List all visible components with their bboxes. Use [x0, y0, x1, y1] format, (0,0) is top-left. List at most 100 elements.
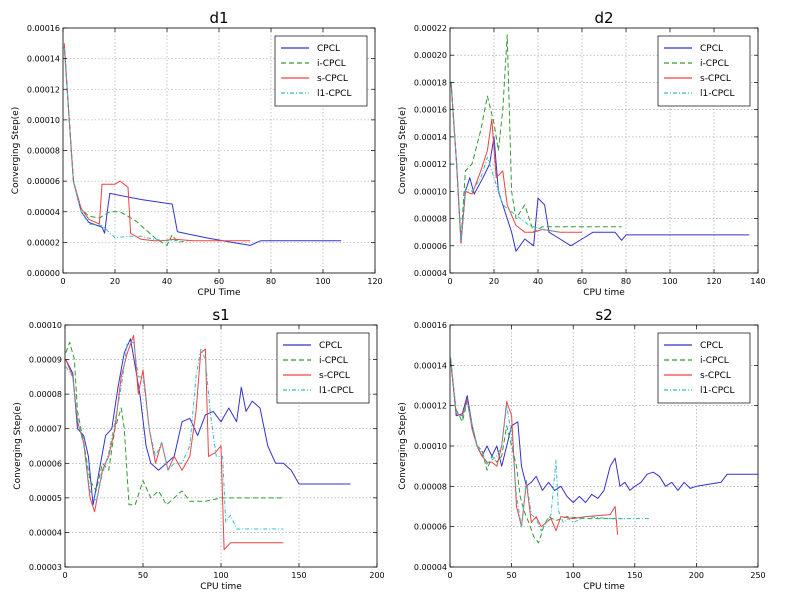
- legend-label-CPCL: CPCL: [700, 44, 723, 54]
- plot-frame: [449, 27, 759, 274]
- x-tick-label: 60: [577, 277, 587, 286]
- y-tick-label: 0.00007: [29, 425, 62, 434]
- legend-label-l1-CPCL: l1-CPCL: [317, 89, 351, 99]
- x-tick-label: 40: [162, 277, 172, 286]
- x-tick-label: 150: [627, 571, 642, 580]
- y-tick-label: 0.00000: [27, 269, 60, 278]
- x-tick-label: 40: [533, 277, 543, 286]
- x-tick-label: 100: [315, 277, 330, 286]
- series-line-l1-CPCL: [65, 341, 284, 530]
- y-axis-label: Converging Step(e): [398, 402, 408, 489]
- chart-s1: 0 50 100 150 200 0.00003 0.00004 0.00005 0.00006…: [13, 306, 385, 592]
- legend-label-i-CPCL: i-CPCL: [700, 59, 729, 69]
- y-tick-label: 0.00012: [414, 402, 447, 411]
- legend-label-i-CPCL: i-CPCL: [317, 59, 346, 69]
- legend-label-s-CPCL: s-CPCL: [700, 371, 731, 381]
- x-tick-label: 120: [367, 277, 382, 286]
- y-tick-label: 0.00004: [27, 208, 60, 217]
- x-tick-label: 140: [750, 277, 765, 286]
- x-tick-label: 60: [214, 277, 224, 286]
- x-tick-label: 50: [507, 571, 517, 580]
- x-tick-label: 0: [62, 571, 67, 580]
- x-tick-label: 0: [447, 277, 452, 286]
- y-tick-label: 0.00005: [29, 494, 62, 503]
- y-tick-label: 0.00016: [27, 24, 60, 33]
- x-tick-label: 0: [447, 571, 452, 580]
- x-tick-label: 200: [369, 571, 384, 580]
- x-tick-label: 100: [662, 277, 677, 286]
- legend-label-l1-CPCL: l1-CPCL: [700, 386, 734, 396]
- y-tick-label: 0.00014: [27, 55, 60, 64]
- y-tick-label: 0.00006: [27, 177, 60, 186]
- y-tick-label: 0.00010: [414, 187, 447, 196]
- x-tick-label: 150: [291, 571, 306, 580]
- x-tick-label: 20: [489, 277, 499, 286]
- legend-label-s-CPCL: s-CPCL: [700, 74, 731, 84]
- y-tick-label: 0.00006: [29, 459, 62, 468]
- y-tick-label: 0.00016: [414, 106, 447, 115]
- y-tick-label: 0.00006: [414, 242, 447, 251]
- chart-title: d1: [209, 9, 228, 27]
- y-tick-label: 0.00004: [29, 528, 62, 537]
- chart-title: s2: [595, 306, 612, 324]
- y-tick-label: 0.00010: [27, 116, 60, 125]
- x-tick-label: 20: [110, 277, 120, 286]
- y-tick-label: 0.00020: [414, 51, 447, 60]
- legend-label-i-CPCL: i-CPCL: [700, 356, 729, 366]
- legend: CPCL i-CPCL s-CPCL l1-CPCL: [276, 332, 370, 404]
- x-tick-label: 250: [750, 571, 765, 580]
- y-tick-label: 0.00010: [29, 321, 62, 330]
- y-tick-label: 0.00004: [414, 269, 447, 278]
- y-tick-label: 0.00018: [414, 78, 447, 87]
- y-axis-label: Converging Step(e): [11, 107, 21, 194]
- x-tick-label: 50: [138, 571, 148, 580]
- y-tick-label: 0.00008: [414, 482, 447, 491]
- y-tick-label: 0.00008: [29, 390, 62, 399]
- series-line-l1-CPCL: [450, 82, 561, 241]
- legend: CPCL i-CPCL s-CPCL l1-CPCL: [657, 332, 751, 404]
- legend: CPCL i-CPCL s-CPCL l1-CPCL: [657, 35, 751, 107]
- x-tick-label: 100: [213, 571, 228, 580]
- y-tick-label: 0.00014: [414, 361, 447, 370]
- chart-title: d2: [594, 9, 613, 27]
- x-tick-label: 80: [266, 277, 276, 286]
- x-tick-label: 120: [706, 277, 721, 286]
- x-tick-label: 80: [621, 277, 631, 286]
- legend-label-s-CPCL: s-CPCL: [319, 371, 350, 381]
- y-tick-label: 0.00002: [27, 238, 60, 247]
- x-tick-label: 100: [566, 571, 581, 580]
- legend-label-CPCL: CPCL: [700, 341, 723, 351]
- legend-label-s-CPCL: s-CPCL: [317, 74, 348, 84]
- series-line-l1-CPCL: [450, 357, 650, 532]
- x-tick-label: 0: [60, 277, 65, 286]
- y-tick-label: 0.00014: [414, 133, 447, 142]
- y-tick-label: 0.00004: [414, 563, 447, 572]
- y-tick-label: 0.00008: [414, 215, 447, 224]
- y-tick-label: 0.00008: [27, 147, 60, 156]
- y-tick-label: 0.00012: [27, 85, 60, 94]
- legend-label-l1-CPCL: l1-CPCL: [319, 386, 353, 396]
- chart-d2: 0 20 40 60 80 100 120 140 0.00004 0.00006 0.00008 0…: [398, 9, 766, 298]
- y-tick-label: 0.00006: [414, 523, 447, 532]
- y-tick-label: 0.00010: [414, 442, 447, 451]
- y-tick-label: 0.00012: [414, 160, 447, 169]
- series-line-l1-CPCL: [63, 47, 180, 242]
- x-axis-label: CPU time: [200, 582, 242, 592]
- series-line-i-CPCL: [65, 341, 284, 506]
- y-tick-label: 0.00009: [29, 356, 62, 365]
- chart-title: s1: [212, 306, 229, 324]
- legend-label-CPCL: CPCL: [319, 341, 342, 351]
- chart-d1: 0 20 40 60 80 100 120 0.00000 0.00002 0.00004 0.00…: [11, 9, 383, 298]
- series-line-CPCL: [65, 338, 351, 506]
- y-axis-label: Converging Step(e): [13, 402, 23, 489]
- y-tick-label: 0.00016: [414, 321, 447, 330]
- x-axis-label: CPU time: [583, 582, 625, 592]
- x-axis-label: CPU Time: [197, 288, 241, 298]
- legend-label-CPCL: CPCL: [317, 44, 340, 54]
- series-line-i-CPCL: [450, 361, 623, 544]
- legend-label-i-CPCL: i-CPCL: [319, 356, 348, 366]
- x-axis-label: CPU time: [583, 288, 625, 298]
- x-tick-label: 200: [689, 571, 704, 580]
- y-tick-label: 0.00003: [29, 563, 62, 572]
